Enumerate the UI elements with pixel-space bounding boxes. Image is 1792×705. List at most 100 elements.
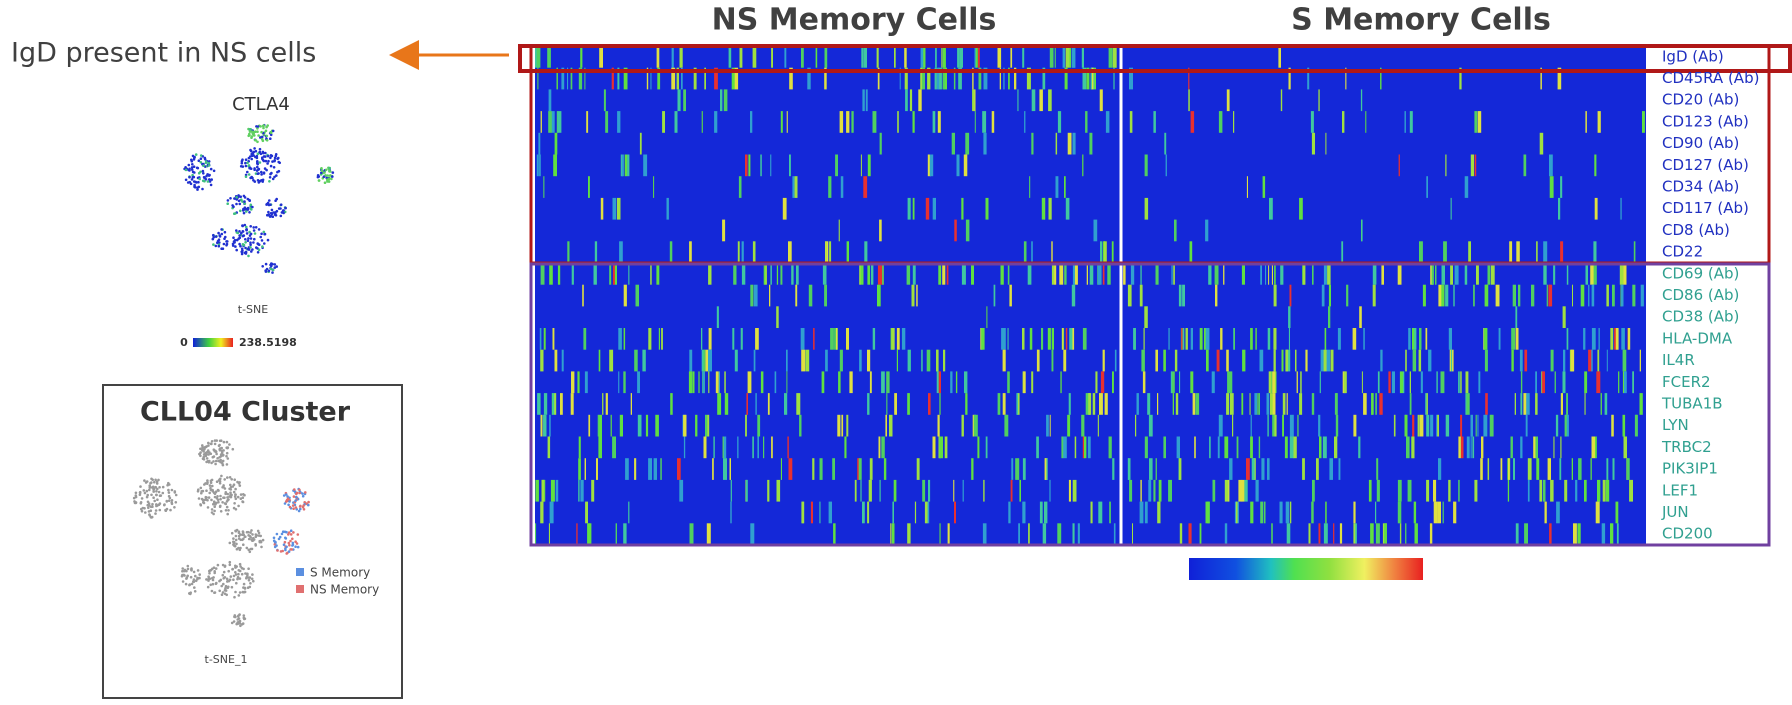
heat-stripe <box>1404 111 1406 133</box>
heat-stripe <box>1361 371 1363 394</box>
heat-stripe <box>1153 479 1156 502</box>
heat-stripe <box>1621 284 1624 307</box>
heat-stripe <box>959 46 963 68</box>
heat-stripe <box>1318 414 1321 437</box>
cell-dot <box>211 488 214 492</box>
cell-dot <box>196 186 199 189</box>
heat-stripe <box>540 111 542 133</box>
cell-dot <box>228 560 232 564</box>
heat-stripe <box>886 371 890 394</box>
cell-dot <box>139 501 143 504</box>
heat-stripe <box>1334 393 1338 415</box>
heat-stripe <box>1397 263 1402 285</box>
cell-dot <box>242 243 246 247</box>
heat-stripe <box>1082 328 1087 350</box>
cell-dot <box>206 180 210 183</box>
heat-stripe <box>904 46 907 68</box>
cell-dot <box>288 500 291 503</box>
cell-dot <box>161 485 165 489</box>
heat-stripe <box>1627 328 1631 350</box>
heat-stripe <box>731 67 735 90</box>
cell-dot <box>251 533 254 536</box>
gene-label: CD123 (Ab) <box>1662 112 1749 130</box>
heat-stripe <box>648 458 652 480</box>
heat-stripe <box>1062 328 1064 350</box>
heat-stripe <box>648 328 652 350</box>
heat-stripe <box>1473 284 1475 307</box>
heat-stripe <box>1065 328 1068 350</box>
heat-stripe <box>583 328 587 350</box>
heat-stripe <box>1320 349 1325 372</box>
gene-label: CD8 (Ab) <box>1662 221 1730 239</box>
heat-stripe <box>623 67 628 90</box>
heat-stripe <box>643 154 648 177</box>
cell-dot <box>225 463 229 466</box>
cell-dot <box>167 499 171 503</box>
cell-dot <box>264 159 268 163</box>
cell-dot <box>217 500 220 504</box>
heat-stripe <box>1042 523 1047 545</box>
cell-dot <box>212 460 215 463</box>
heat-stripe <box>1224 479 1229 502</box>
heat-stripe <box>1412 414 1415 437</box>
cell-dot <box>194 153 198 156</box>
cell-dot <box>304 491 307 494</box>
heat-stripe <box>571 263 574 285</box>
cell-dot <box>234 497 238 501</box>
heat-stripe <box>1214 263 1219 285</box>
heat-stripe <box>1323 263 1327 285</box>
cell-dot <box>299 504 302 508</box>
cell-dot <box>235 622 238 626</box>
cell-dot <box>218 579 221 583</box>
cell-dot <box>302 504 305 507</box>
heat-stripe <box>813 328 815 350</box>
heat-stripe <box>1422 284 1426 307</box>
heat-stripe <box>1372 263 1377 285</box>
heat-stripe <box>1227 371 1230 394</box>
heat-stripe <box>877 284 881 307</box>
heat-stripe <box>1558 197 1561 220</box>
cell-dot <box>208 178 211 181</box>
heat-stripe <box>1226 349 1229 372</box>
heat-stripe <box>1273 414 1277 437</box>
heat-stripe <box>1430 414 1434 437</box>
cell-dot <box>251 248 254 251</box>
cell-dot <box>243 202 247 205</box>
cell-dot <box>298 491 301 495</box>
cell-dot <box>204 482 207 485</box>
heat-stripe <box>955 371 958 394</box>
cell-dot <box>210 508 214 511</box>
heat-stripe <box>862 89 865 112</box>
cell-dot <box>225 577 229 581</box>
cell-dot <box>270 264 273 268</box>
cell-dot <box>239 244 242 248</box>
cell-dot <box>287 531 291 534</box>
heat-stripe <box>1326 349 1330 372</box>
heat-stripe <box>1542 479 1546 502</box>
heat-stripe <box>1064 176 1066 198</box>
heat-stripe <box>1009 284 1012 307</box>
heat-stripe <box>1293 436 1297 459</box>
cell-dot <box>270 131 273 135</box>
cell-dot <box>145 495 149 499</box>
heat-stripe <box>1140 263 1142 285</box>
heat-stripe <box>1425 393 1427 415</box>
heat-stripe <box>1295 349 1297 372</box>
cell-dot <box>262 126 265 130</box>
heat-stripe <box>593 263 597 285</box>
heat-stripe <box>1322 436 1327 459</box>
heat-stripe <box>1208 263 1211 285</box>
heat-stripe <box>550 479 555 502</box>
cell-dot <box>231 567 234 571</box>
ns-title: NS Memory Cells <box>712 3 997 38</box>
heat-stripe <box>922 67 925 90</box>
cell-dot <box>228 541 232 545</box>
heat-stripe <box>846 328 849 350</box>
heat-stripe <box>1257 393 1259 415</box>
cell-dot <box>230 478 233 481</box>
heat-stripe <box>981 328 985 350</box>
cell-dot <box>192 580 196 583</box>
cell-dot <box>220 584 223 588</box>
heat-stripe <box>1458 436 1461 459</box>
heat-stripe <box>1414 328 1417 350</box>
